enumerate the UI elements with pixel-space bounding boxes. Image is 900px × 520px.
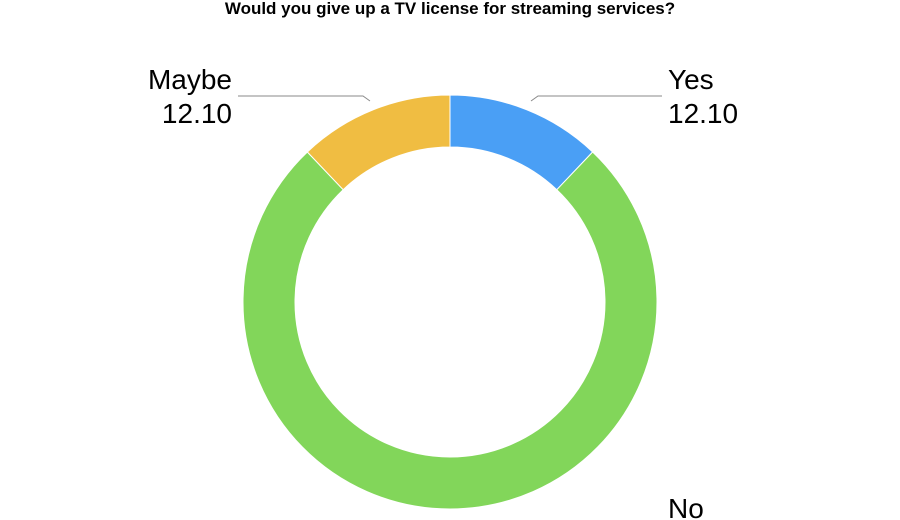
slice-label-yes: Yes bbox=[668, 64, 714, 95]
leader-line-maybe bbox=[238, 95, 371, 102]
donut-slices bbox=[242, 94, 658, 510]
slice-label-no: No bbox=[668, 493, 704, 520]
slice-label-maybe: Maybe bbox=[148, 64, 232, 95]
leader-line-yes bbox=[530, 95, 662, 102]
leader-lines bbox=[238, 95, 662, 102]
slice-maybe bbox=[306, 94, 451, 191]
chart-title: Would you give up a TV license for strea… bbox=[224, 0, 676, 18]
slice-no bbox=[242, 151, 658, 510]
slice-value-yes: 12.10 bbox=[668, 98, 738, 129]
slice-value-maybe: 12.10 bbox=[162, 98, 232, 129]
